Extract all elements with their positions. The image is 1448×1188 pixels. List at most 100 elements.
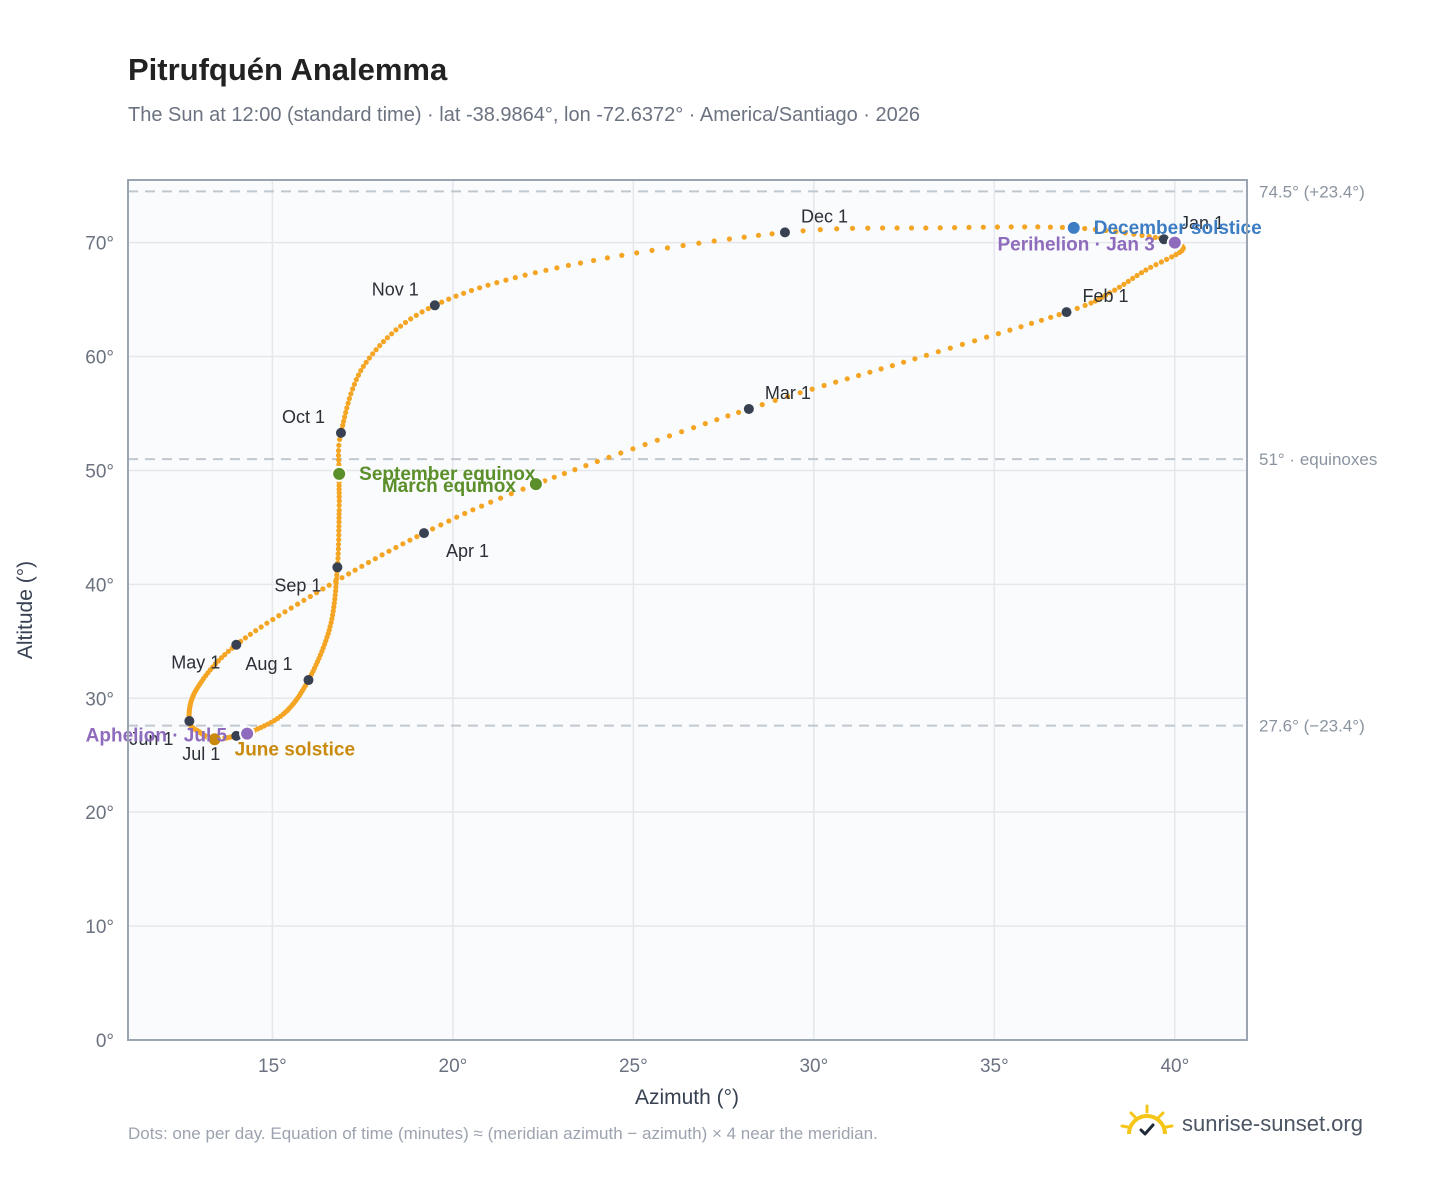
path-day-dot [856,372,862,379]
path-day-dot [972,338,978,344]
path-day-dot [554,265,560,271]
month-marker-dot [231,730,242,741]
path-day-dot [454,514,460,520]
event-marker-dot [527,476,544,493]
path-day-dot [461,290,467,296]
path-day-dot [1028,320,1035,326]
path-day-dot [336,528,342,534]
path-day-dot [342,414,348,420]
path-day-dot [340,422,346,428]
path-day-dot [520,486,526,492]
path-day-dot [282,609,288,615]
path-day-dot [995,331,1002,337]
path-day-dot [346,571,352,577]
path-day-dot [702,421,708,427]
path-day-dot [508,491,514,497]
path-day-dot [1125,278,1131,284]
path-day-dot [1035,224,1041,230]
path-day-dot [336,515,342,521]
path-day-dot [1164,256,1170,262]
path-day-dot [335,551,341,557]
path-day-dot [966,224,972,230]
x-tick-label: 35° [980,1056,1009,1077]
path-day-dot [1107,290,1113,296]
path-day-dot [301,597,307,603]
reference-line-label: 51° · equinoxes [1259,450,1377,469]
path-day-dot [1038,317,1045,323]
month-marker-label: Jun 1 [129,729,173,749]
month-marker-dot [743,403,754,414]
path-day-dot [345,400,351,406]
path-day-dot [572,467,578,473]
path-day-dot [1082,302,1088,308]
path-day-dot [402,319,409,326]
chart-subtitle: The Sun at 12:00 (standard time) · lat -… [128,104,921,126]
event-marker-label: June solstice [235,739,355,760]
path-day-dot [360,363,366,369]
path-day-dot [1148,264,1154,270]
path-day-dot [1082,225,1088,232]
path-day-dot [908,225,915,231]
path-day-dot [649,247,655,253]
path-day-dot [335,448,342,454]
path-day-dot [379,552,385,558]
y-tick-label: 50° [85,461,114,482]
event-marker-label: Perihelion · Jan 3 [997,235,1154,256]
x-tick-label: 15° [258,1056,287,1077]
path-day-dot [498,495,504,501]
month-marker-label: Sep 1 [274,575,321,595]
y-tick-label: 30° [85,689,114,710]
path-day-dot [479,503,485,509]
path-day-dot [725,413,731,419]
brand-logo[interactable]: sunrise-sunset.org [1120,1102,1363,1146]
path-day-dot [346,396,352,402]
path-day-dot [1173,252,1179,258]
path-day-dot [696,240,702,246]
month-marker-label: Oct 1 [282,407,325,427]
path-day-dot [389,331,395,337]
path-day-dot [336,502,342,508]
path-day-dot [330,608,336,614]
path-day-dot [785,393,791,400]
event-marker-dot [1166,234,1183,251]
event-marker-dot [239,725,256,742]
path-day-dot [947,345,953,351]
path-day-dot [889,363,896,369]
path-day-dot [755,232,762,238]
y-tick-label: 10° [85,917,114,938]
path-day-dot [503,277,509,283]
path-day-dot [923,352,930,358]
path-day-dot [800,228,806,234]
path-day-dot [680,242,686,249]
path-day-dot [741,234,747,240]
path-day-dot [336,483,342,489]
path-day-dot [336,486,342,492]
month-marker-label: Jan 1 [1180,213,1224,233]
path-day-dot [923,225,929,231]
path-day-dot [714,417,720,423]
month-marker-dot [429,300,440,311]
y-axis-label: Altitude (°) [14,561,37,659]
reference-lines: 74.5° (+23.4°) 51° · equinoxes 27.6° (−23.… [128,182,1377,736]
path-day-dot [654,437,660,443]
path-day-dot [1103,227,1109,234]
month-markers: Jan 1 Feb 1 Mar 1 Apr 1 May 1 Jun 1 Jul 1 Aug 1… [129,206,1224,763]
path-day-dot [453,293,459,299]
path-day-dot [351,381,357,387]
event-marker-label: Aphelion · Jul 5 [86,726,228,747]
path-day-dot [577,260,584,266]
path-day-dot [393,544,399,551]
event-marker-label: March equinox [382,476,517,497]
path-day-dot [314,590,320,596]
path-day-dot [666,433,673,439]
x-axis-label: Azimuth (°) [635,1086,739,1109]
event-marker-label: September equinox [359,464,536,485]
month-marker-label: Jul 1 [182,744,220,764]
path-day-dot [320,586,326,592]
path-day-dot [630,446,636,452]
x-tick-label: 30° [799,1056,828,1077]
plot-area [128,180,1247,1040]
path-day-dot [594,458,600,465]
path-day-dot [333,588,339,594]
